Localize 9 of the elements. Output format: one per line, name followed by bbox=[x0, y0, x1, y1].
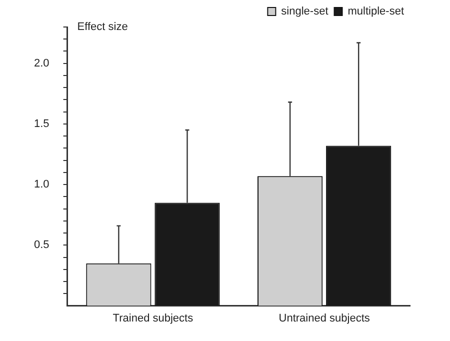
y-axis-title: Effect size bbox=[77, 21, 128, 34]
y-tick-label: 0.5 bbox=[34, 239, 50, 252]
legend-label: multiple-set bbox=[348, 6, 404, 18]
legend-label: single-set bbox=[281, 6, 328, 18]
x-tick-label: Untrained subjects bbox=[278, 312, 370, 324]
y-tick-label: 1.5 bbox=[34, 118, 50, 130]
y-tick-label: 1.0 bbox=[34, 178, 50, 191]
y-tick-label: 2.0 bbox=[34, 57, 50, 70]
x-tick-label: Trained subjects bbox=[112, 312, 194, 324]
